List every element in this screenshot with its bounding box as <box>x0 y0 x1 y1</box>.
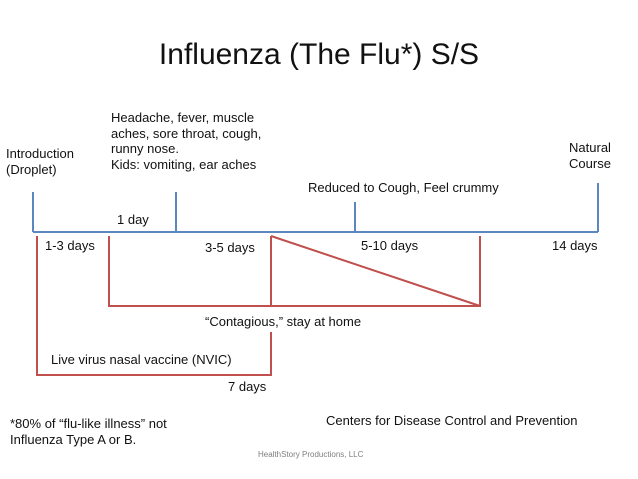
contagious-bracket-outline <box>108 236 481 307</box>
label-5-10-days: 5-10 days <box>361 238 419 253</box>
label-contagious: “Contagious,” stay at home <box>205 314 362 329</box>
label-symptoms: Headache, fever, muscle aches, sore thro… <box>111 110 262 172</box>
label-3-5-days: 3-5 days <box>205 240 255 255</box>
timeline <box>32 183 599 233</box>
production-credit: HealthStory Productions, LLC <box>258 450 364 459</box>
slide-title: Influenza (The Flu*) S/S <box>158 38 480 71</box>
label-natural-course: Natural Course <box>569 140 611 171</box>
footnote: *80% of “flu-like illness” not Influenza… <box>10 416 167 447</box>
label-nvic: Live virus nasal vaccine (NVIC) <box>51 352 232 367</box>
nvic-bracket <box>36 236 272 376</box>
contagious-triangle <box>270 235 481 307</box>
contagious-bracket <box>108 235 481 307</box>
cdc-credit: Centers for Disease Control and Preventi… <box>326 413 578 428</box>
label-7-days: 7 days <box>228 379 267 394</box>
label-1-3-days: 1-3 days <box>45 238 95 253</box>
label-reduced: Reduced to Cough, Feel crummy <box>308 180 499 195</box>
label-1-day: 1 day <box>117 212 149 227</box>
label-introduction: Introduction (Droplet) <box>6 146 74 177</box>
nvic-bracket-outline <box>36 236 272 376</box>
label-14-days: 14 days <box>552 238 598 253</box>
